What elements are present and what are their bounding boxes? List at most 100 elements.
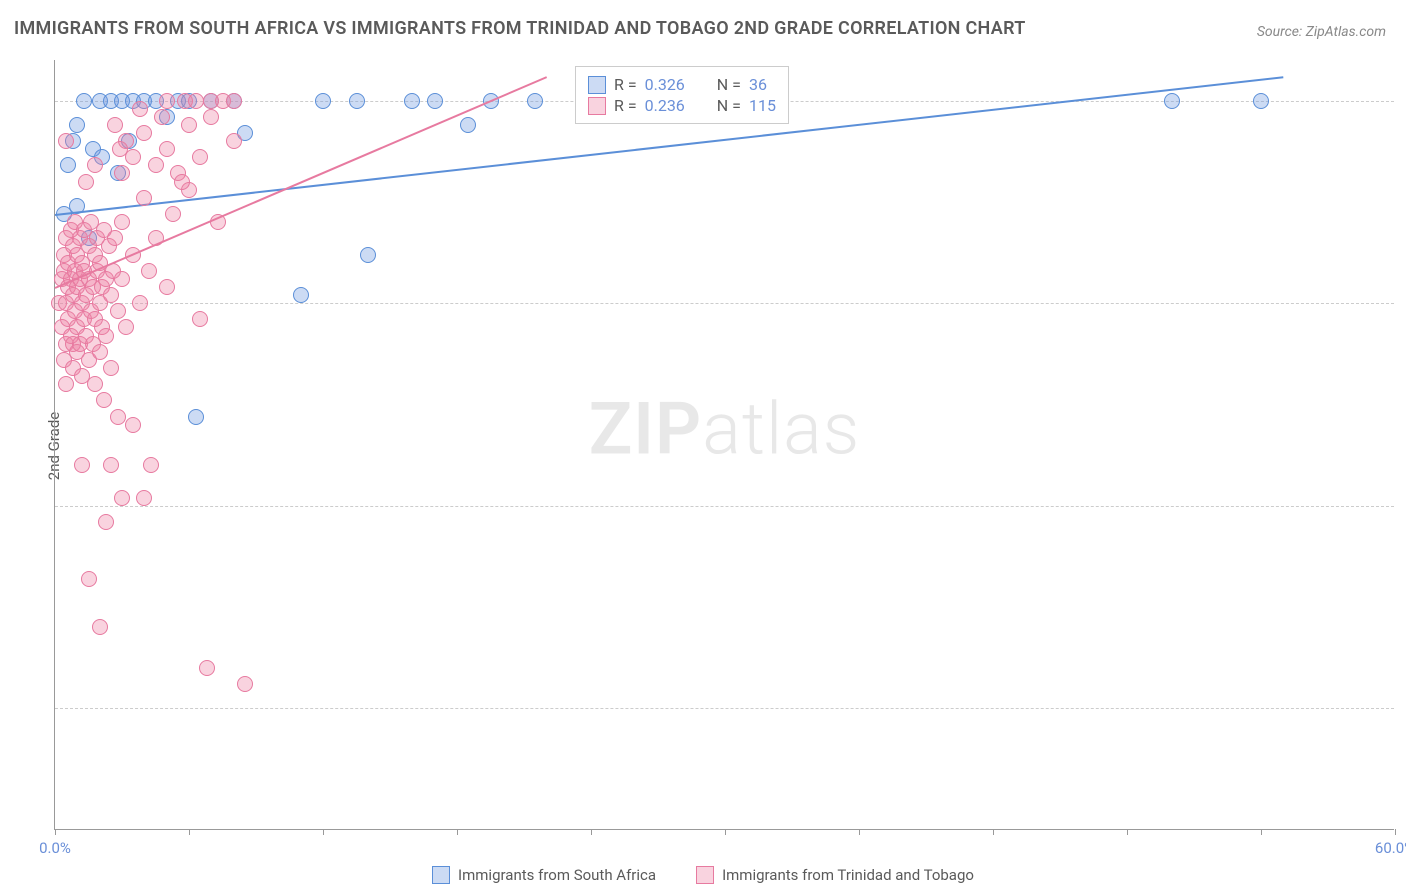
- scatter-point: [103, 457, 119, 473]
- scatter-point: [103, 360, 119, 376]
- scatter-point: [103, 287, 119, 303]
- scatter-point: [427, 93, 443, 109]
- scatter-point: [154, 109, 170, 125]
- stats-legend: R =0.326N =36R =0.236N =115: [575, 66, 789, 124]
- scatter-point: [132, 295, 148, 311]
- source-attribution: Source: ZipAtlas.com: [1257, 24, 1386, 40]
- scatter-point: [148, 157, 164, 173]
- scatter-point: [159, 279, 175, 295]
- x-tick: [591, 829, 592, 835]
- scatter-point: [226, 133, 242, 149]
- scatter-point: [125, 417, 141, 433]
- scatter-point: [98, 328, 114, 344]
- scatter-point: [192, 149, 208, 165]
- scatter-point: [114, 214, 130, 230]
- bottom-legend: Immigrants from South Africa Immigrants f…: [0, 866, 1406, 884]
- scatter-point: [199, 660, 215, 676]
- x-tick-label: 60.0%: [1375, 839, 1406, 857]
- stats-legend-row: R =0.326N =36: [588, 75, 776, 94]
- scatter-point: [192, 311, 208, 327]
- scatter-point: [58, 376, 74, 392]
- scatter-point: [60, 157, 76, 173]
- scatter-point: [181, 117, 197, 133]
- x-tick: [1395, 829, 1396, 835]
- legend-swatch: [588, 76, 606, 94]
- scatter-point: [226, 93, 242, 109]
- scatter-point: [360, 247, 376, 263]
- scatter-point: [92, 619, 108, 635]
- r-value: 0.236: [645, 96, 685, 115]
- legend-label: Immigrants from South Africa: [458, 866, 656, 884]
- watermark-zip: ZIP: [589, 387, 702, 472]
- scatter-point: [165, 206, 181, 222]
- scatter-point: [315, 93, 331, 109]
- watermark-atlas: atlas: [702, 387, 860, 472]
- scatter-point: [125, 149, 141, 165]
- x-tick: [859, 829, 860, 835]
- scatter-point: [69, 117, 85, 133]
- scatter-point: [136, 190, 152, 206]
- scatter-point: [114, 490, 130, 506]
- n-label: N =: [717, 75, 741, 94]
- legend-item: Immigrants from Trinidad and Tobago: [696, 866, 974, 884]
- x-tick: [725, 829, 726, 835]
- x-tick: [1261, 829, 1262, 835]
- scatter-point: [110, 303, 126, 319]
- scatter-point: [107, 230, 123, 246]
- scatter-point: [98, 514, 114, 530]
- gridline: [55, 506, 1394, 507]
- trend-line: [55, 76, 547, 289]
- scatter-point: [237, 676, 253, 692]
- r-label: R =: [614, 96, 637, 115]
- plot-area: ZIPatlas 92.5%95.0%97.5%100.0%0.0%60.0%R…: [54, 60, 1394, 830]
- x-tick: [457, 829, 458, 835]
- scatter-point: [87, 157, 103, 173]
- scatter-point: [107, 117, 123, 133]
- legend-swatch: [588, 97, 606, 115]
- scatter-point: [118, 319, 134, 335]
- legend-item: Immigrants from South Africa: [432, 866, 656, 884]
- scatter-point: [1164, 93, 1180, 109]
- watermark: ZIPatlas: [589, 387, 861, 472]
- x-tick: [189, 829, 190, 835]
- stats-legend-row: R =0.236N =115: [588, 96, 776, 115]
- scatter-point: [114, 165, 130, 181]
- scatter-point: [1253, 93, 1269, 109]
- scatter-point: [76, 93, 92, 109]
- scatter-point: [114, 271, 130, 287]
- scatter-point: [174, 174, 190, 190]
- legend-swatch: [696, 866, 714, 884]
- scatter-point: [188, 409, 204, 425]
- scatter-point: [112, 141, 128, 157]
- scatter-point: [110, 409, 126, 425]
- gridline: [55, 708, 1394, 709]
- x-tick: [323, 829, 324, 835]
- legend-label: Immigrants from Trinidad and Tobago: [722, 866, 974, 884]
- scatter-point: [349, 93, 365, 109]
- scatter-point: [136, 490, 152, 506]
- scatter-point: [136, 125, 152, 141]
- x-tick: [55, 829, 56, 835]
- scatter-point: [96, 392, 112, 408]
- scatter-point: [143, 457, 159, 473]
- scatter-point: [293, 287, 309, 303]
- gridline: [55, 303, 1394, 304]
- chart-title: IMMIGRANTS FROM SOUTH AFRICA VS IMMIGRAN…: [14, 18, 1026, 39]
- x-tick: [993, 829, 994, 835]
- scatter-point: [78, 174, 94, 190]
- scatter-point: [159, 141, 175, 157]
- x-tick-label: 0.0%: [39, 839, 71, 857]
- r-value: 0.326: [645, 75, 685, 94]
- x-tick: [1127, 829, 1128, 835]
- n-label: N =: [717, 96, 741, 115]
- scatter-point: [203, 109, 219, 125]
- scatter-point: [74, 457, 90, 473]
- scatter-point: [92, 344, 108, 360]
- legend-swatch: [432, 866, 450, 884]
- scatter-point: [404, 93, 420, 109]
- scatter-point: [460, 117, 476, 133]
- scatter-point: [141, 263, 157, 279]
- scatter-point: [527, 93, 543, 109]
- r-label: R =: [614, 75, 637, 94]
- scatter-point: [58, 133, 74, 149]
